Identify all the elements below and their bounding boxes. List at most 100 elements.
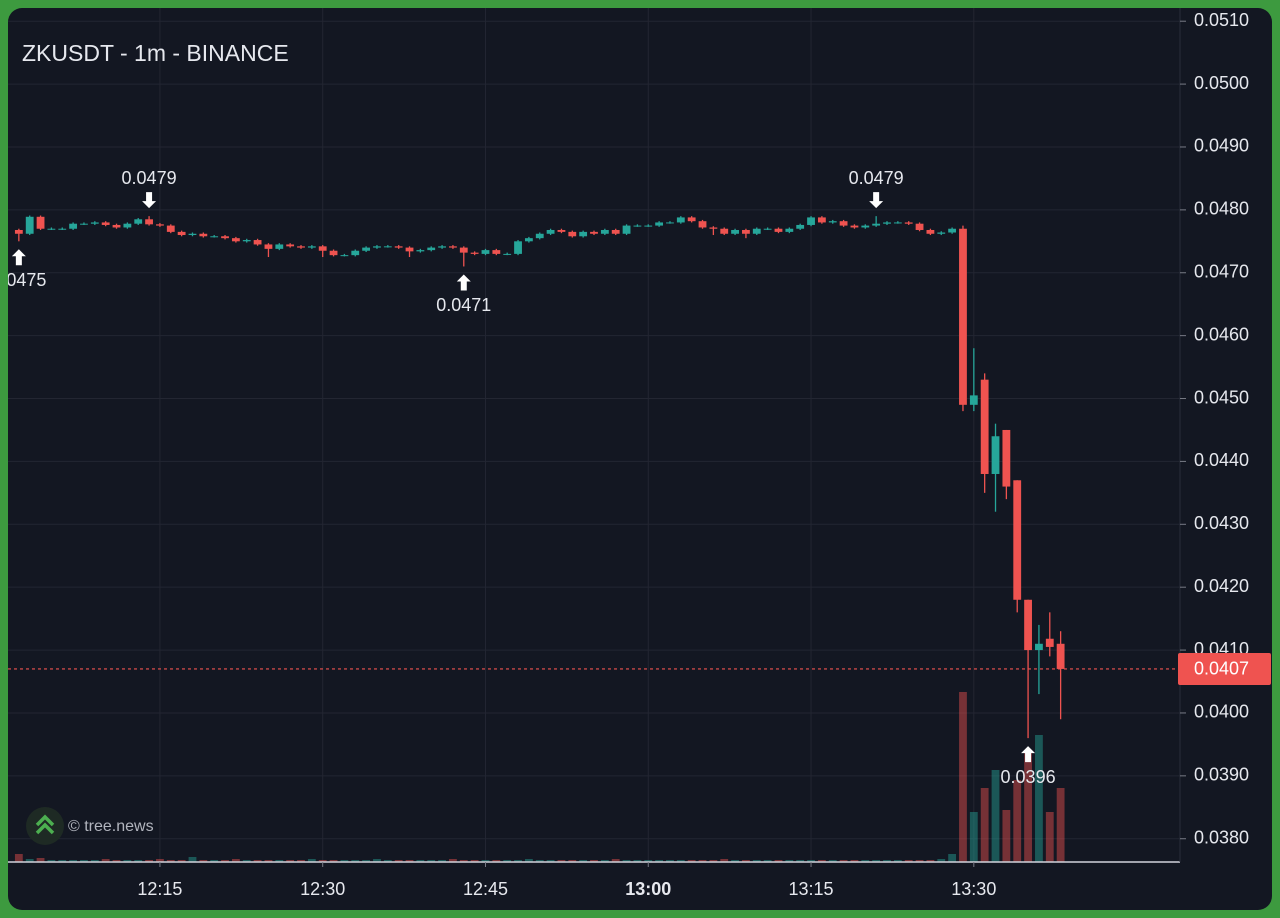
candle-body: [242, 240, 251, 242]
volume-bar: [286, 860, 295, 862]
candle-body: [253, 240, 262, 245]
volume-bar: [449, 859, 457, 862]
volume-bar: [481, 860, 490, 862]
candle-body: [188, 233, 197, 236]
x-tick-label: 13:30: [951, 879, 996, 899]
y-tick-label: 0.0420: [1194, 576, 1249, 596]
candle-body: [948, 228, 957, 233]
volume-bar: [698, 860, 707, 862]
volume-bar: [676, 860, 685, 862]
y-tick-label: 0.0510: [1194, 10, 1249, 30]
volume-bar: [948, 854, 957, 862]
candle-body: [644, 225, 653, 227]
candle-body: [275, 244, 284, 249]
volume-bar: [557, 860, 566, 862]
candle-body: [1045, 638, 1054, 647]
volume-bar: [893, 860, 902, 862]
annotation-label: 0.0479: [849, 168, 904, 188]
volume-bar: [253, 860, 262, 862]
volume-bar: [807, 860, 815, 862]
volume-bar: [25, 859, 34, 862]
volume-bar: [850, 860, 859, 862]
volume-bar: [351, 860, 360, 862]
volume-bar: [666, 860, 674, 862]
candle-body: [481, 250, 490, 254]
y-tick-label: 0.0470: [1194, 262, 1249, 282]
volume-bar: [763, 860, 772, 862]
candle-body: [123, 223, 132, 228]
y-tick-label: 0.0440: [1194, 450, 1249, 470]
candle-body: [394, 246, 403, 248]
candle-body: [514, 241, 522, 254]
candle-body: [329, 250, 338, 256]
volume-bar: [655, 860, 664, 862]
volume-bar: [112, 860, 121, 862]
candle-layer: [14, 215, 1065, 739]
volume-bar: [231, 859, 240, 862]
volume-bar: [687, 860, 696, 862]
candle-body: [351, 250, 360, 256]
annotation-arrow: [11, 249, 26, 266]
logo: [26, 807, 64, 845]
candle-body: [959, 228, 967, 405]
x-tick-label: 12:15: [137, 879, 182, 899]
candle-body: [828, 221, 837, 223]
candle-body: [622, 225, 631, 234]
y-tick-label: 0.0480: [1194, 199, 1249, 219]
volume-bar: [1035, 735, 1043, 862]
volume-bar: [644, 860, 653, 862]
volume-bar: [752, 860, 761, 862]
volume-bar: [915, 860, 924, 862]
volume-bar: [134, 860, 143, 862]
candle-body: [210, 236, 219, 238]
volume-bar: [373, 859, 381, 862]
y-tick-label: 0.0460: [1194, 324, 1249, 344]
candle-body: [362, 247, 371, 251]
volume-bar: [470, 860, 479, 862]
volume-bar: [318, 860, 327, 862]
candle-body: [156, 224, 164, 226]
candle-body: [687, 217, 696, 222]
y-tick-label: 0.0500: [1194, 73, 1249, 93]
candle-body: [470, 252, 479, 254]
candle-body: [199, 233, 208, 237]
volume-bar: [383, 860, 392, 862]
candle-body: [503, 253, 512, 255]
volume-bar: [427, 860, 436, 862]
volume-bar: [394, 860, 403, 862]
y-tick-label: 0.0380: [1194, 827, 1249, 847]
candle-body: [297, 246, 305, 248]
candle-body: [1013, 480, 1022, 600]
candle-body: [90, 222, 99, 224]
volume-bar: [633, 860, 642, 862]
candle-body: [796, 224, 805, 229]
volume-bar: [720, 859, 729, 862]
candle-body: [25, 216, 34, 234]
candle-body: [101, 222, 110, 225]
x-tick-label: 12:45: [463, 879, 508, 899]
volume-bar: [1045, 812, 1054, 862]
candle-body: [980, 379, 989, 474]
annotation-label: 0.0471: [436, 295, 491, 315]
candle-body: [340, 255, 349, 257]
annotation-label: 0.0479: [122, 168, 177, 188]
candle-body: [1024, 599, 1032, 651]
volume-layer: [14, 692, 1065, 862]
candle-body: [438, 246, 446, 248]
volume-bar: [58, 860, 67, 862]
volume-bar: [340, 860, 349, 862]
candle-body: [449, 246, 457, 248]
candle-body: [69, 223, 78, 229]
volume-bar: [242, 860, 251, 862]
candle-body: [177, 231, 186, 236]
x-tick-label: 13:15: [789, 879, 834, 899]
volume-bar: [991, 770, 1000, 862]
volume-bar: [405, 860, 414, 862]
candle-body: [264, 244, 273, 249]
volume-bar: [568, 860, 577, 862]
volume-bar: [36, 858, 45, 862]
y-tick-label: 0.0490: [1194, 136, 1249, 156]
volume-bar: [937, 859, 946, 862]
volume-bar: [275, 860, 284, 862]
